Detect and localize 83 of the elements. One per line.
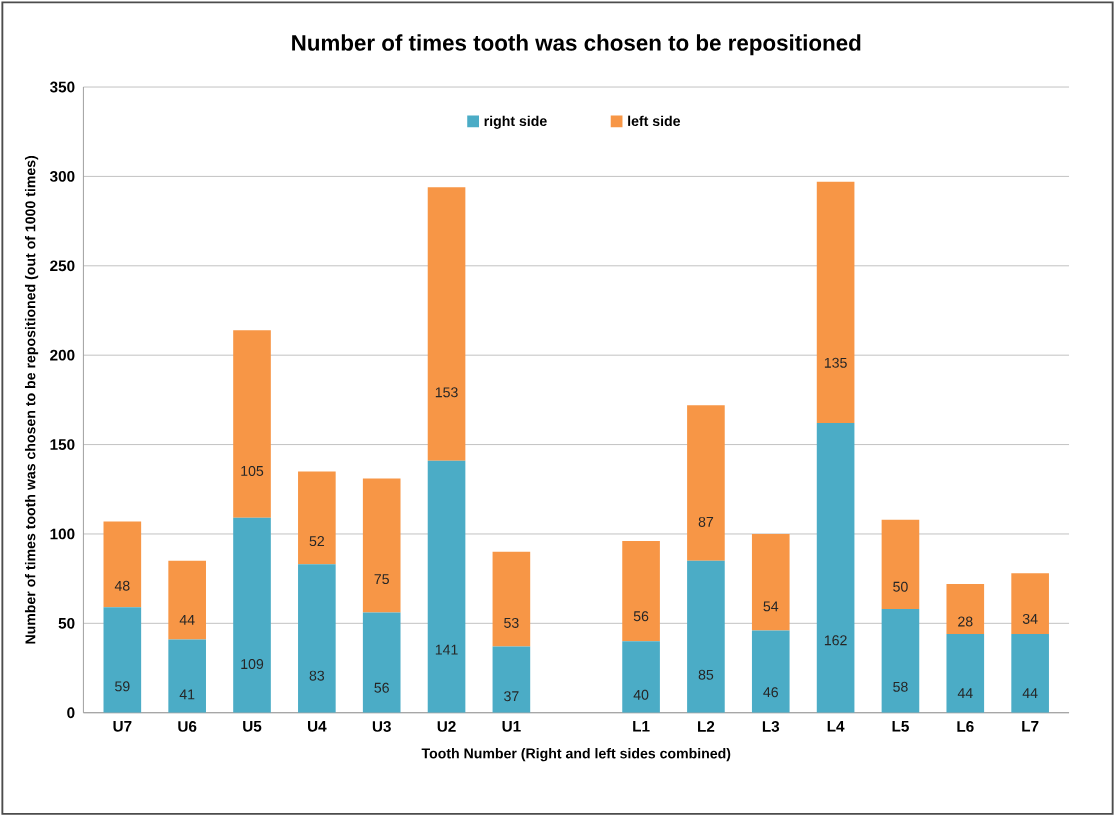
- data-label: 83: [309, 670, 325, 681]
- x-tick-label: U1: [502, 720, 521, 732]
- data-label: 34: [1022, 613, 1038, 624]
- data-label: 50: [893, 581, 908, 592]
- y-tick-label: 50: [58, 617, 75, 629]
- data-label: 48: [114, 580, 130, 591]
- y-tick-label: 300: [49, 170, 75, 182]
- bar: [427, 187, 466, 461]
- bar: [233, 517, 271, 713]
- data-label: 75: [374, 574, 389, 584]
- bar: [751, 630, 790, 713]
- bar: [298, 564, 336, 713]
- data-label: 40: [633, 689, 649, 700]
- data-label: 141: [435, 644, 458, 655]
- bar: [168, 560, 206, 640]
- data-label: 44: [957, 688, 973, 698]
- x-tick-label: U5: [243, 720, 262, 732]
- bar: [362, 612, 401, 713]
- y-tick-label: 0: [67, 707, 75, 719]
- bar: [168, 639, 206, 713]
- data-label: 153: [435, 387, 458, 398]
- bar: [298, 471, 336, 565]
- x-tick-label: L3: [762, 720, 780, 732]
- data-label: 56: [374, 682, 389, 693]
- data-label: 53: [504, 617, 519, 628]
- bar: [1011, 573, 1049, 634]
- x-tick-label: L7: [1022, 720, 1039, 732]
- bar: [492, 551, 531, 647]
- data-label: 85: [698, 669, 714, 680]
- data-label: 56: [633, 611, 649, 622]
- bar: [946, 633, 985, 713]
- data-label: 41: [179, 689, 195, 700]
- x-axis-title: Tooth Number (Right and left sides combined): [421, 747, 731, 762]
- x-tick-label: U6: [178, 720, 197, 732]
- y-tick-label: 250: [50, 260, 75, 272]
- chart-title: Number of times tooth was chosen to be repositioned: [292, 34, 861, 56]
- data-label: 109: [241, 658, 264, 669]
- data-label: 28: [958, 616, 973, 627]
- data-label: 105: [241, 465, 264, 476]
- bar: [1011, 633, 1049, 713]
- data-label: 58: [893, 681, 908, 692]
- bar: [816, 423, 855, 713]
- bar: [751, 533, 790, 631]
- bar: [622, 541, 660, 642]
- x-tick-label: L2: [698, 720, 715, 732]
- data-label: 162: [824, 635, 847, 646]
- legend-label: left side: [628, 115, 681, 126]
- bar: [687, 560, 725, 713]
- data-label: 135: [824, 357, 847, 368]
- data-label: 44: [179, 614, 195, 625]
- x-tick-label: L1: [633, 720, 650, 732]
- bar: [233, 330, 271, 518]
- data-label: 44: [1022, 688, 1038, 698]
- bar: [103, 521, 142, 608]
- x-tick-label: L4: [827, 720, 845, 732]
- bar: [103, 607, 142, 713]
- data-label: 59: [115, 681, 130, 692]
- y-tick-label: 200: [50, 349, 75, 361]
- x-tick-label: U7: [113, 720, 132, 732]
- data-label: 37: [504, 691, 519, 702]
- x-tick-label: U4: [308, 720, 327, 732]
- data-label: 46: [763, 687, 778, 698]
- bar: [816, 181, 855, 424]
- bar: [427, 460, 466, 713]
- y-tick-label: 100: [50, 528, 75, 540]
- x-tick-label: U2: [437, 720, 456, 732]
- bar: [881, 608, 920, 713]
- data-label: 52: [309, 536, 325, 547]
- legend-label: right side: [484, 115, 547, 129]
- bar: [492, 646, 531, 713]
- y-tick-label: 150: [50, 439, 75, 450]
- bar: [881, 519, 920, 609]
- x-tick-label: L6: [957, 720, 974, 732]
- data-label: 87: [698, 516, 714, 527]
- bar: [946, 583, 985, 634]
- y-axis-title: Number of times tooth was chosen to be repositioned (out of 1000 times): [24, 155, 39, 644]
- x-tick-label: L5: [892, 720, 909, 732]
- x-tick-label: U3: [372, 720, 391, 732]
- y-tick-label: 350: [49, 81, 75, 93]
- bar: [622, 641, 660, 713]
- data-label: 54: [763, 601, 779, 612]
- bar: [687, 405, 725, 561]
- bar: [362, 478, 401, 613]
